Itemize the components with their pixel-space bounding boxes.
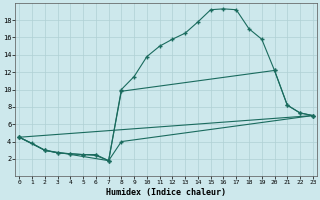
X-axis label: Humidex (Indice chaleur): Humidex (Indice chaleur) [106, 188, 226, 197]
